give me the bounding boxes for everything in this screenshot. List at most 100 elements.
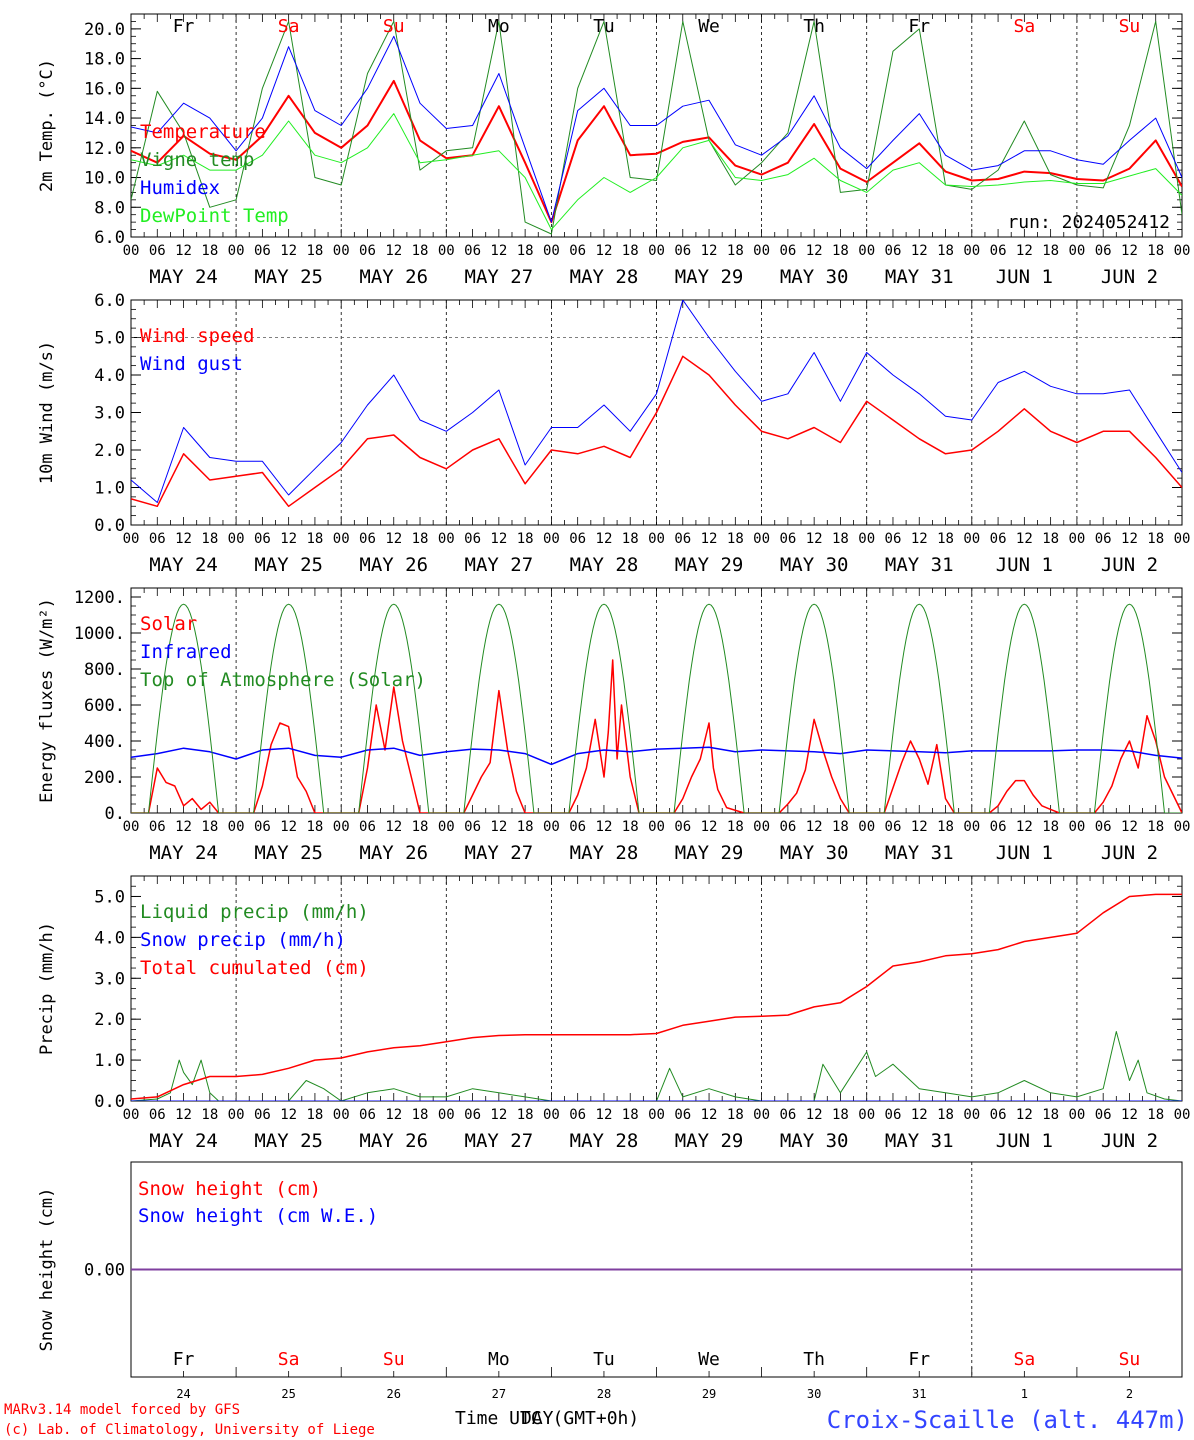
series-group xyxy=(131,300,1182,508)
series-group xyxy=(131,603,1182,813)
hour-tick-label: 00 xyxy=(438,1107,455,1123)
hour-tick-label: 18 xyxy=(832,819,849,835)
legend-entry: Solar xyxy=(140,613,197,635)
hour-tick-label: 18 xyxy=(412,243,429,259)
day-number: 28 xyxy=(597,1387,611,1401)
hour-tick-label: 06 xyxy=(149,1107,166,1123)
hour-tick-label: 18 xyxy=(517,819,534,835)
hour-tick-label: 06 xyxy=(254,531,271,547)
hour-tick-label: 00 xyxy=(963,243,980,259)
legend-entry: Wind speed xyxy=(140,325,254,347)
hour-tick-label: 12 xyxy=(280,819,297,835)
hour-tick-label: 00 xyxy=(438,531,455,547)
date-label: MAY 24 xyxy=(149,1130,218,1152)
hour-tick-label: 12 xyxy=(1121,531,1138,547)
y-tick-label: 4.0 xyxy=(94,366,125,386)
hour-tick-label: 00 xyxy=(963,531,980,547)
date-label: MAY 27 xyxy=(465,842,534,864)
y-tick-label: 0.00 xyxy=(84,1261,125,1281)
y-tick-label: 5.0 xyxy=(94,887,125,907)
y-tick-label: 16.0 xyxy=(84,79,125,99)
hour-tick-label: 12 xyxy=(385,819,402,835)
date-label: MAY 26 xyxy=(359,842,428,864)
hour-tick-label: 00 xyxy=(648,243,665,259)
hour-tick-label: 00 xyxy=(438,243,455,259)
day-name-top: Su xyxy=(1119,16,1141,37)
hour-tick-label: 06 xyxy=(779,531,796,547)
y-tick-label: 20.0 xyxy=(84,20,125,40)
hour-tick-label: 18 xyxy=(306,531,323,547)
hour-tick-label: 00 xyxy=(438,819,455,835)
y-tick-label: 2.0 xyxy=(94,1010,125,1030)
hour-tick-label: 12 xyxy=(911,819,928,835)
series-line-precip-2 xyxy=(131,893,1182,1100)
y-tick-label: 800. xyxy=(84,660,125,680)
hour-tick-label: 00 xyxy=(123,243,140,259)
day-name-bottom: Th xyxy=(803,1349,825,1370)
hour-tick-label: 00 xyxy=(648,819,665,835)
hour-tick-label: 00 xyxy=(753,1107,770,1123)
legend-entry: Snow precip (mm/h) xyxy=(140,929,346,951)
hour-tick-label: 06 xyxy=(149,531,166,547)
day-name-top: Sa xyxy=(278,16,300,37)
date-label: MAY 31 xyxy=(885,842,954,864)
y-tick-label: 1000. xyxy=(74,624,125,644)
hour-tick-label: 00 xyxy=(543,1107,560,1123)
hour-tick-label: 06 xyxy=(779,1107,796,1123)
hour-tick-label: 18 xyxy=(1042,1107,1059,1123)
footer-model: MARv3.14 model forced by GFS xyxy=(4,1402,240,1418)
hour-tick-label: 06 xyxy=(359,531,376,547)
hour-tick-label: 18 xyxy=(622,819,639,835)
date-label: MAY 25 xyxy=(254,842,323,864)
date-label: MAY 27 xyxy=(465,1130,534,1152)
hour-tick-label: 06 xyxy=(990,243,1007,259)
hour-tick-label: 06 xyxy=(254,1107,271,1123)
y-axis-label: Snow height (cm) xyxy=(37,1188,57,1352)
hour-tick-label: 18 xyxy=(306,819,323,835)
y-tick-label: 4.0 xyxy=(94,928,125,948)
date-label: JUN 1 xyxy=(996,842,1053,864)
hour-tick-label: 12 xyxy=(806,819,823,835)
series-line-wind-1 xyxy=(131,300,1182,503)
hour-tick-label: 12 xyxy=(280,243,297,259)
hour-tick-label: 18 xyxy=(201,819,218,835)
hour-tick-label: 00 xyxy=(648,531,665,547)
hour-tick-label: 12 xyxy=(701,531,718,547)
station-title: Croix-Scaille (alt. 447m) xyxy=(827,1406,1188,1434)
series-line-energy-0 xyxy=(131,659,1182,813)
hour-tick-label: 06 xyxy=(885,819,902,835)
y-tick-label: 18.0 xyxy=(84,50,125,70)
hour-tick-label: 12 xyxy=(175,531,192,547)
hour-tick-label: 18 xyxy=(306,243,323,259)
run-annotation: run: 2024052412 xyxy=(1007,212,1170,233)
legend-entry: Temperature xyxy=(140,121,266,143)
day-number: 25 xyxy=(281,1387,295,1401)
series-line-wind-0 xyxy=(131,355,1182,508)
legend-entry: Liquid precip (mm/h) xyxy=(140,901,369,923)
date-label: MAY 29 xyxy=(675,266,744,288)
hour-tick-label: 12 xyxy=(1016,243,1033,259)
hour-tick-label: 12 xyxy=(1121,243,1138,259)
hour-tick-label: 12 xyxy=(490,1107,507,1123)
panel-precip: 0.0 1.0 2.0 3.0 4.0 5.0 Precip (mm/h) Liquid pr… xyxy=(37,875,1190,1152)
hour-tick-label: 00 xyxy=(543,819,560,835)
hour-tick-label: 06 xyxy=(674,819,691,835)
hour-tick-label: 06 xyxy=(990,1107,1007,1123)
date-label: MAY 27 xyxy=(465,266,534,288)
y-tick-label: 1200. xyxy=(74,588,125,608)
series-group xyxy=(131,893,1182,1101)
hour-tick-label: 12 xyxy=(1121,819,1138,835)
series-line-temp-0 xyxy=(131,79,1182,224)
hour-tick-label: 06 xyxy=(569,819,586,835)
date-label: MAY 28 xyxy=(570,1130,639,1152)
hour-tick-label: 18 xyxy=(1147,819,1164,835)
panel-temp: 6.0 8.0 10.0 12.0 14.0 16.0 18.0 20.0 2m Temp. (… xyxy=(37,13,1190,288)
hour-tick-label: 18 xyxy=(517,1107,534,1123)
hour-tick-label: 18 xyxy=(517,531,534,547)
date-label: MAY 25 xyxy=(254,1130,323,1152)
date-label: MAY 24 xyxy=(149,554,218,576)
date-label: MAY 29 xyxy=(675,842,744,864)
series-line-energy-2 xyxy=(131,603,1182,813)
hour-tick-label: 06 xyxy=(464,819,481,835)
date-label: MAY 31 xyxy=(885,554,954,576)
